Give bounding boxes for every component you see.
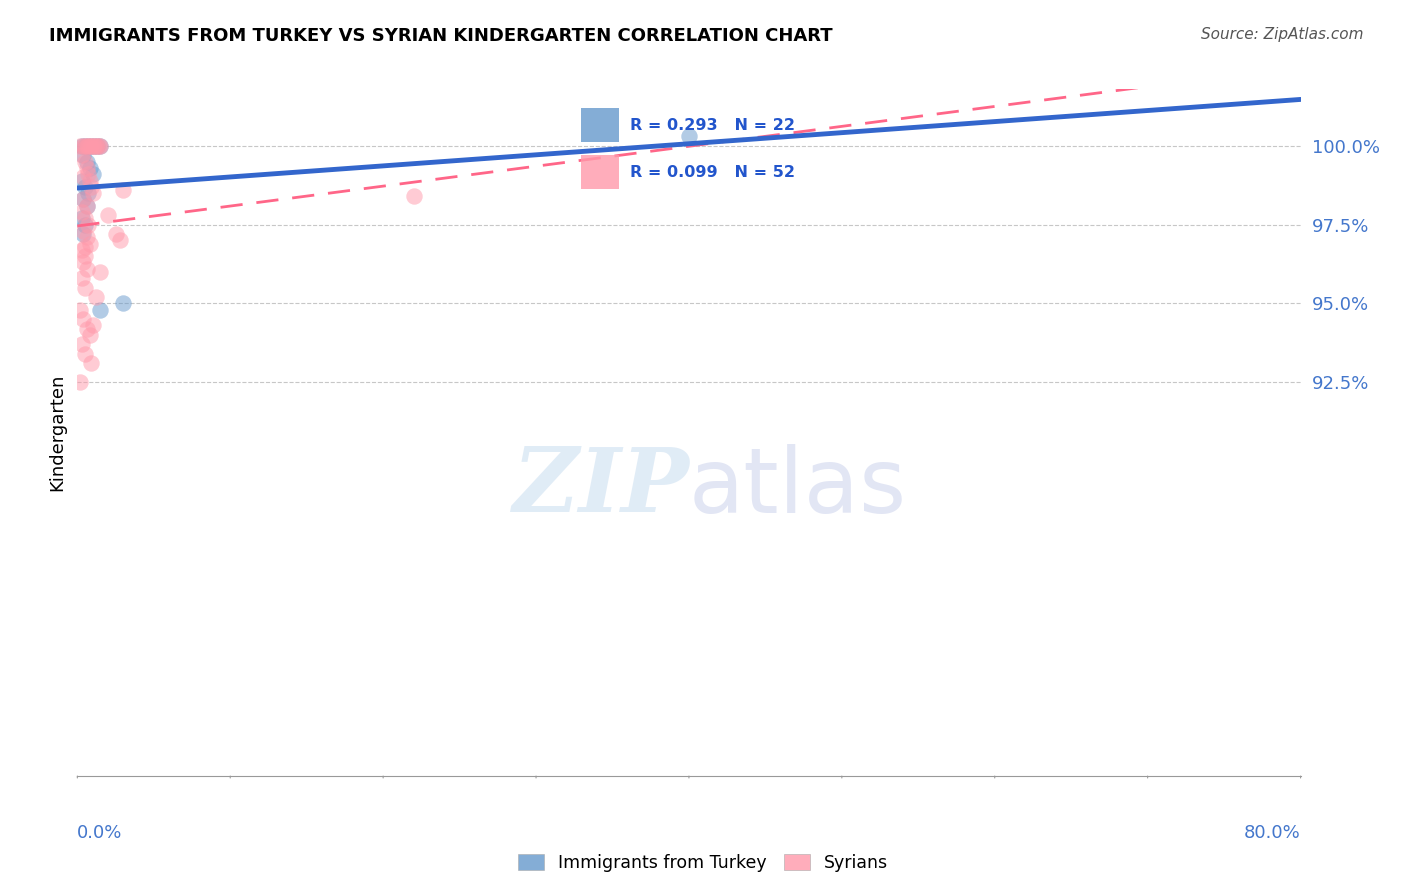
Point	[70, 243, 93, 257]
Point	[76, 261, 98, 276]
Point	[73, 179, 96, 194]
Point	[87, 139, 110, 153]
Text: Source: ZipAtlas.com: Source: ZipAtlas.com	[1201, 27, 1364, 42]
Point	[69, 139, 91, 153]
Point	[70, 337, 93, 351]
Point	[82, 186, 104, 201]
Point	[72, 193, 94, 207]
Point	[97, 208, 120, 222]
Point	[79, 236, 101, 251]
Point	[76, 230, 98, 244]
Point	[72, 224, 94, 238]
Y-axis label: Kindergarten: Kindergarten	[48, 374, 66, 491]
Point	[70, 148, 93, 162]
Point	[70, 173, 93, 187]
Point	[70, 271, 93, 285]
Point	[82, 167, 104, 181]
Point	[76, 199, 98, 213]
Point	[80, 139, 103, 153]
Text: ZIP: ZIP	[513, 444, 689, 531]
Point	[84, 139, 107, 153]
Point	[80, 179, 103, 194]
Point	[70, 211, 93, 226]
Point	[84, 290, 107, 304]
Point	[76, 321, 98, 335]
Point	[112, 183, 135, 197]
Point	[86, 139, 108, 153]
Point	[79, 328, 101, 343]
Point	[83, 139, 105, 153]
Point	[77, 139, 100, 153]
Point	[73, 240, 96, 254]
Point	[76, 161, 98, 175]
Point	[82, 139, 104, 153]
Text: IMMIGRANTS FROM TURKEY VS SYRIAN KINDERGARTEN CORRELATION CHART: IMMIGRANTS FROM TURKEY VS SYRIAN KINDERG…	[49, 27, 832, 45]
Point	[69, 375, 91, 389]
Point	[83, 139, 105, 153]
Point	[77, 218, 100, 232]
Point	[89, 139, 111, 153]
Point	[77, 167, 100, 181]
Point	[112, 296, 135, 310]
Point	[77, 186, 100, 201]
Point	[70, 139, 93, 153]
Point	[73, 347, 96, 361]
Point	[73, 139, 96, 153]
Point	[73, 281, 96, 295]
Point	[79, 139, 101, 153]
Point	[76, 139, 98, 153]
Point	[89, 139, 111, 153]
Point	[82, 318, 104, 333]
Point	[70, 205, 93, 219]
Point	[72, 255, 94, 269]
Text: 0.0%: 0.0%	[77, 824, 122, 842]
Point	[73, 249, 96, 263]
Point	[402, 189, 425, 203]
Point	[79, 161, 101, 175]
Point	[678, 129, 700, 144]
Legend: Immigrants from Turkey, Syrians: Immigrants from Turkey, Syrians	[510, 847, 896, 879]
Point	[104, 227, 127, 241]
Text: 80.0%: 80.0%	[1244, 824, 1301, 842]
Point	[76, 199, 98, 213]
Point	[72, 227, 94, 241]
Point	[73, 139, 96, 153]
Point	[72, 312, 94, 326]
Point	[89, 302, 111, 317]
Point	[73, 218, 96, 232]
Point	[69, 302, 91, 317]
Point	[73, 211, 96, 226]
Point	[72, 170, 94, 185]
Point	[77, 139, 100, 153]
Point	[108, 234, 131, 248]
Point	[80, 356, 103, 370]
Point	[89, 265, 111, 279]
Point	[72, 193, 94, 207]
Point	[72, 148, 94, 162]
Point	[80, 139, 103, 153]
Point	[79, 173, 101, 187]
Point	[73, 154, 96, 169]
Point	[76, 154, 98, 169]
Point	[72, 139, 94, 153]
Point	[86, 139, 108, 153]
Text: atlas: atlas	[689, 443, 907, 532]
